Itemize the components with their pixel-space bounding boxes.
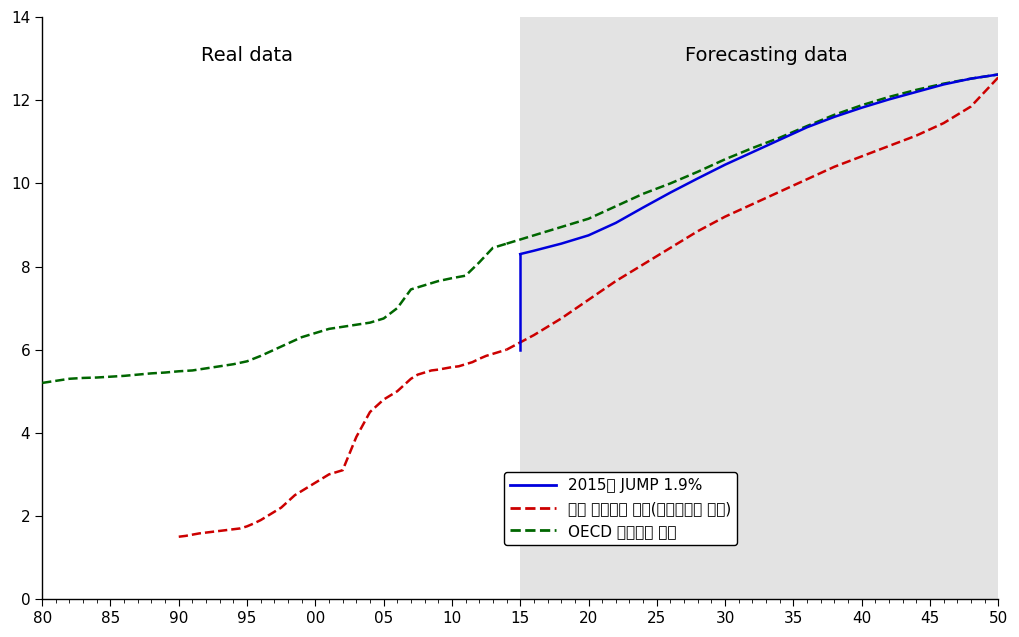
Text: Forecasting data: Forecasting data	[685, 47, 848, 65]
Text: Real data: Real data	[201, 47, 293, 65]
Bar	[521, 17, 999, 599]
Legend: 2015년 JUMP 1.9%, 한국 사회지웘 현물(현재추세로 예측), OECD 사회지웘 현물: 2015년 JUMP 1.9%, 한국 사회지웘 현물(현재추세로 예측), O…	[504, 473, 738, 545]
